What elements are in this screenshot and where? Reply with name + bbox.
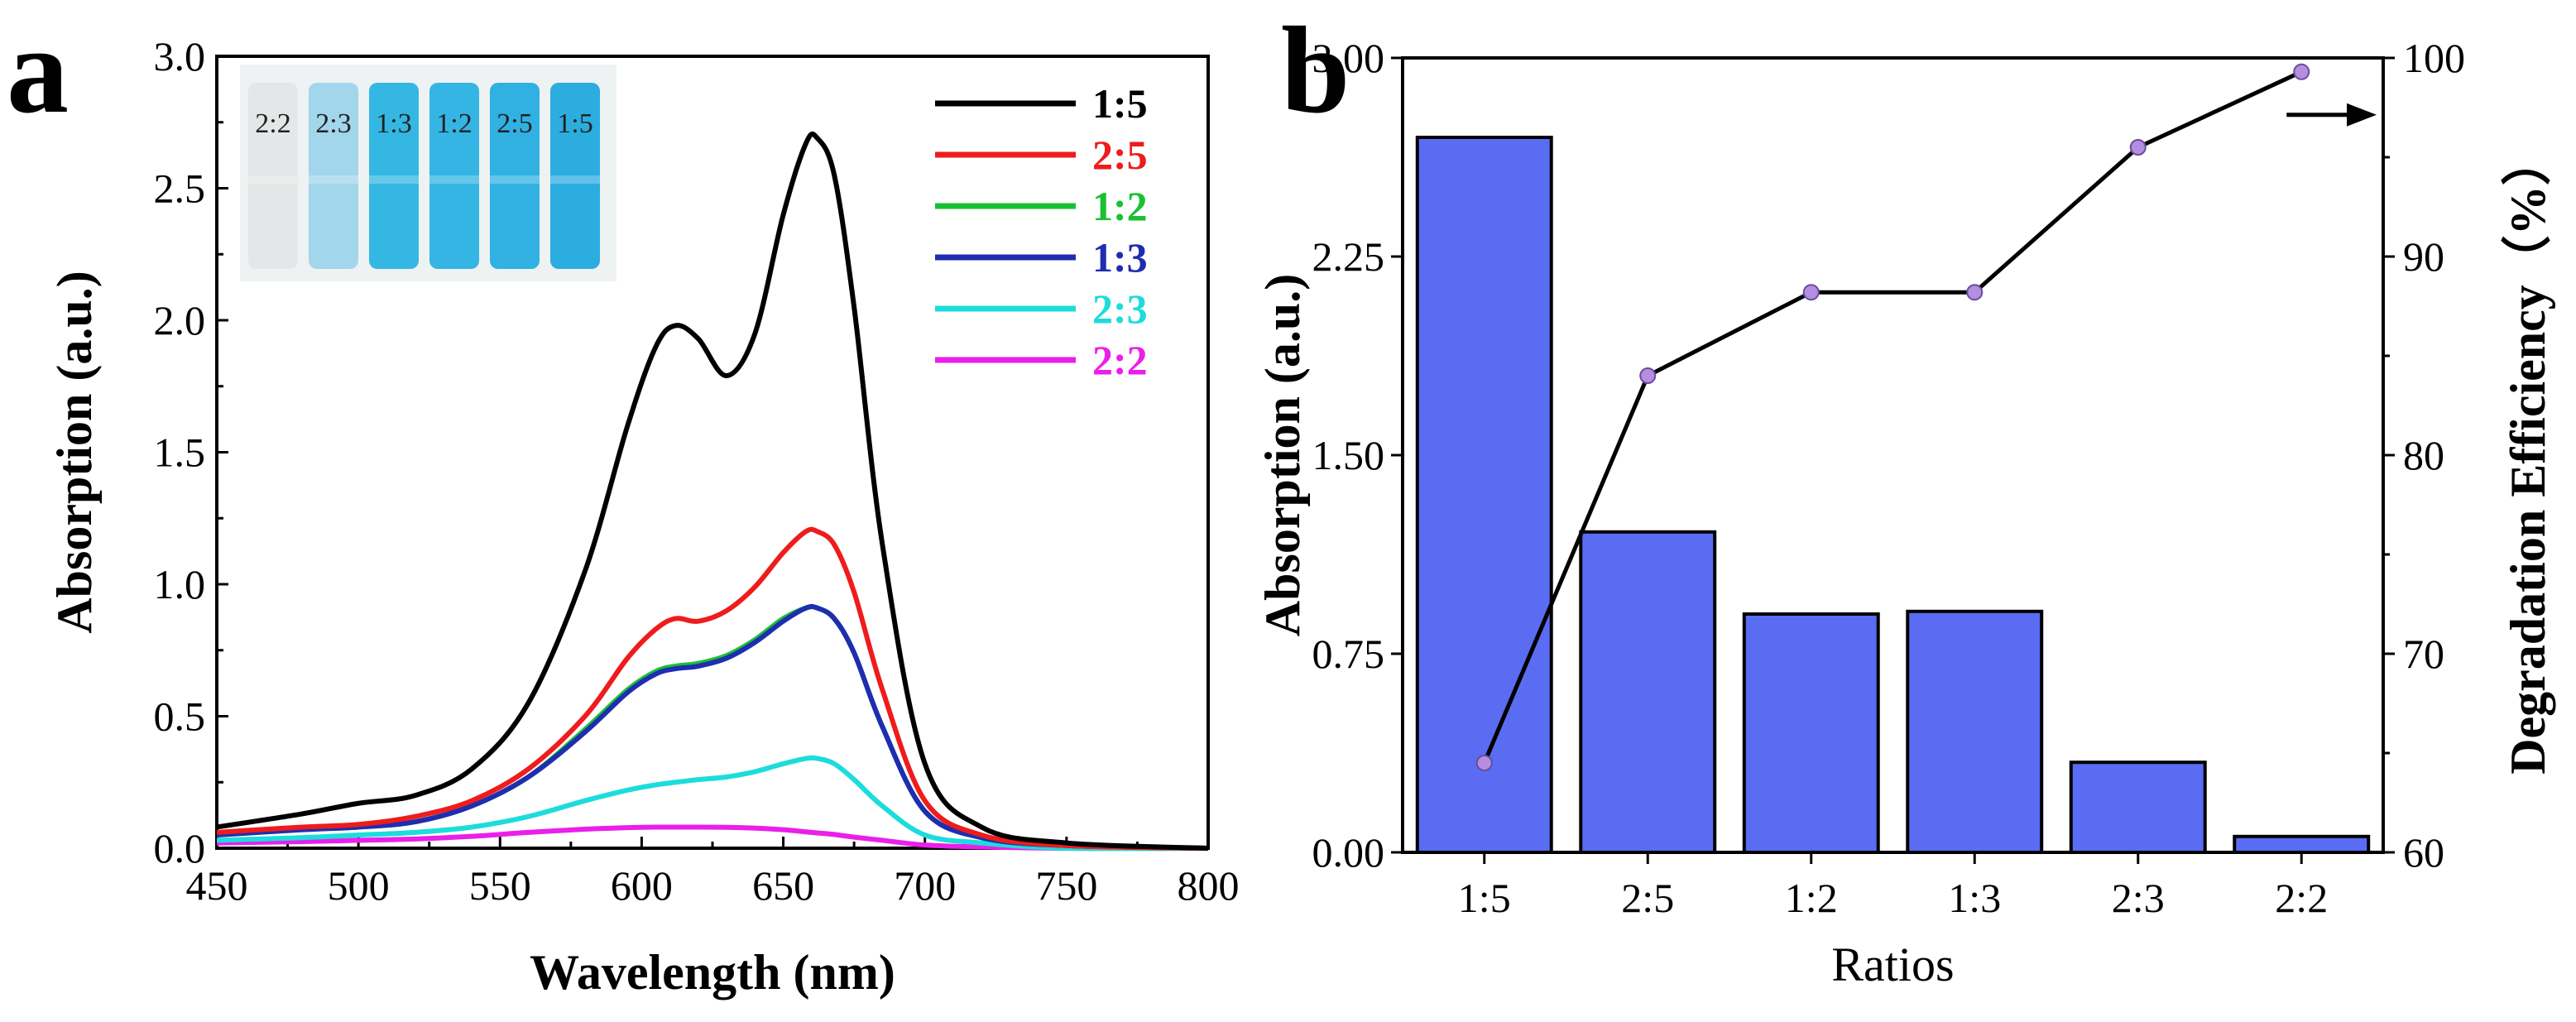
y2-tick-label: 100: [2403, 35, 2465, 81]
degradation-point: [1966, 284, 1984, 301]
panel-label-b: b: [1281, 2, 1350, 139]
inset-vial-band: [550, 175, 600, 184]
panel-label-a: a: [7, 2, 69, 139]
inset-vial: [369, 83, 419, 269]
y-tick-label: 0.00: [1312, 829, 1385, 876]
right-axis-arrow-head: [2347, 103, 2377, 127]
legend-label: 2:2: [1092, 337, 1148, 383]
series-line: [216, 603, 1209, 851]
inset-vial-band: [309, 175, 358, 184]
y-axis-title: Absorption (a.u.): [47, 271, 102, 633]
degradation-point: [1802, 284, 1820, 301]
y-tick-label: 1.0: [154, 561, 206, 607]
series-line: [216, 824, 1209, 852]
x-axis-title: Ratios: [1831, 938, 1954, 991]
legend-label: 1:5: [1092, 80, 1148, 127]
series-line: [216, 131, 1209, 851]
x-tick-label: 450: [186, 862, 248, 909]
bar: [1906, 609, 2044, 854]
inset-vial-band: [248, 175, 298, 184]
y-tick-label: 3.00: [1312, 35, 1385, 81]
y-tick-label: 0.5: [154, 693, 206, 740]
y-tick-label: 0.0: [154, 825, 206, 871]
x-tick-label: 650: [752, 862, 814, 909]
x-axis-title: Wavelength (nm): [530, 945, 895, 1000]
legend-label: 2:5: [1092, 132, 1148, 178]
inset-vial: [429, 83, 479, 269]
y2-axis-title: Degradation Efficiency（%）: [2500, 136, 2555, 775]
y2-tick-label: 90: [2403, 233, 2444, 280]
bar: [1415, 136, 1553, 854]
degradation-point: [2293, 63, 2310, 80]
x-tick-label: 800: [1178, 862, 1240, 909]
inset-vial: [490, 83, 540, 269]
inset-vial-band: [369, 175, 419, 184]
y2-tick-label: 80: [2403, 432, 2444, 478]
legend-label: 1:2: [1092, 183, 1148, 229]
y-tick-label: 2.5: [154, 166, 206, 212]
chart-panel-b: 1:5 2:5 1:2 1:3 2:3 2:2 0.00 0.75 1.50 2.25 3.00 60…: [1255, 35, 2555, 991]
degradation-line: [1482, 70, 2303, 764]
x-tick-label: 500: [328, 862, 390, 909]
legend: 1:5 2:5 1:2 1:32:3 2:2: [935, 80, 1148, 383]
y-tick-label: 0.75: [1312, 631, 1385, 677]
y-tick-label: 2.25: [1312, 233, 1385, 280]
inset-vial: [248, 83, 298, 269]
bar: [1742, 612, 1880, 854]
y-tick-label: 2.0: [154, 297, 206, 343]
degradation-point: [2129, 139, 2147, 156]
inset-vial-label: 1:2: [436, 108, 472, 139]
y2-tick-label: 70: [2403, 631, 2444, 677]
inset-vial-label: 1:5: [557, 108, 592, 139]
x-tick-label: 2:5: [1621, 875, 1674, 921]
x-tick-label: 1:5: [1458, 875, 1511, 921]
bar: [2233, 834, 2371, 854]
x-tick-label: 1:3: [1948, 875, 2001, 921]
y-tick-label: 1.5: [154, 429, 206, 476]
x-tick-label: 550: [469, 862, 531, 909]
y-tick-label: 3.0: [154, 33, 206, 79]
legend-label: 2:3: [1092, 285, 1148, 332]
inset-vial-label: 2:5: [496, 108, 532, 139]
inset-vial: [550, 83, 600, 269]
bar: [1579, 530, 1717, 854]
x-tick-label: 2:2: [2275, 875, 2328, 921]
degradation-point: [1639, 367, 1657, 384]
inset-vials-photo: 2:2 2:3 1:3 1:2 2:5 1:5: [240, 65, 616, 281]
inset-vial-band: [490, 175, 540, 184]
inset-vial-label: 1:3: [376, 108, 411, 139]
x-tick-label: 750: [1035, 862, 1097, 909]
x-tick-label: 1:2: [1785, 875, 1838, 921]
inset-vial-band: [429, 175, 479, 184]
inset-vial: [309, 83, 358, 269]
degradation-point: [1475, 755, 1493, 771]
y-tick-label: 1.50: [1312, 432, 1385, 478]
x-tick-label: 600: [611, 862, 673, 909]
y2-tick-label: 60: [2403, 829, 2444, 876]
x-tick-label: 700: [894, 862, 956, 909]
series-line: [216, 526, 1209, 851]
bar: [2069, 761, 2207, 855]
y-axis-title: Absorption (a.u.): [1255, 274, 1310, 636]
series-line: [216, 755, 1209, 852]
x-tick-label: 2:3: [2112, 875, 2165, 921]
inset-vial-label: 2:3: [315, 108, 351, 139]
inset-vial-label: 2:2: [255, 108, 290, 139]
series-line: [216, 604, 1209, 851]
legend-label: 1:3: [1092, 234, 1148, 281]
